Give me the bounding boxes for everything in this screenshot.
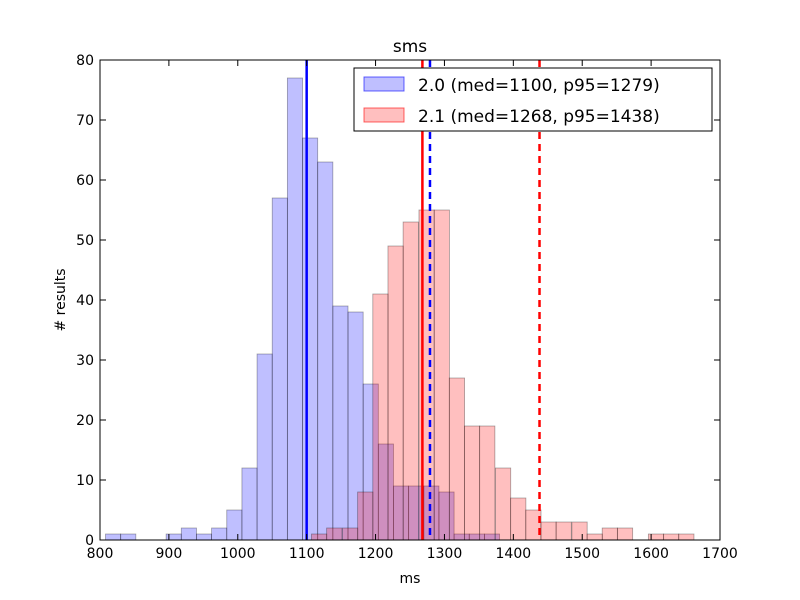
bar-series-2-bin-23 <box>663 533 680 541</box>
bar-series-2-bin-5 <box>387 245 404 541</box>
bar-series-2-bin-0 <box>311 533 328 541</box>
x-tick-label: 900 <box>156 546 183 562</box>
x-tick-label: 1700 <box>702 546 738 562</box>
x-tick-label: 1500 <box>564 546 600 562</box>
bar-series-2-bin-11 <box>479 425 496 541</box>
legend-swatch-series-2 <box>363 107 405 123</box>
bar-series-2-bin-18 <box>586 533 603 541</box>
legend: 2.0 (med=1100, p95=1279) 2.1 (med=1268, … <box>353 67 713 132</box>
x-tick-label: 1600 <box>633 546 669 562</box>
bar-series-2-bin-20 <box>616 527 634 541</box>
bar-series-2-bin-16 <box>555 521 572 541</box>
bar-series-1-bin-0 <box>105 533 122 541</box>
reference-lines-layer <box>305 60 541 540</box>
y-tick-label: 20 <box>76 413 94 429</box>
x-tick-label: 1200 <box>358 546 394 562</box>
legend-frame <box>353 67 713 132</box>
bar-series-2-bin-10 <box>464 425 481 541</box>
bar-series-1-bin-1 <box>120 533 137 541</box>
y-tick-label: 30 <box>76 353 94 369</box>
bar-series-1-bin-12 <box>317 161 334 541</box>
bar-series-2-bin-19 <box>601 527 618 541</box>
bar-series-2-bin-9 <box>448 377 465 541</box>
y-tick-label: 50 <box>76 233 94 249</box>
y-tick-label: 0 <box>85 533 94 549</box>
x-tick-label: 1100 <box>289 546 325 562</box>
bar-series-2-bin-15 <box>540 521 557 541</box>
x-tick-label: 800 <box>87 546 114 562</box>
chart-title: sms <box>393 37 427 57</box>
y-tick-label: 40 <box>76 293 94 309</box>
y-tick-label: 70 <box>76 113 94 129</box>
bar-series-1-bin-8 <box>256 353 273 541</box>
legend-swatch-series-1 <box>363 76 405 92</box>
bar-series-2-bin-12 <box>495 467 512 541</box>
bar-series-1-bin-3 <box>180 527 197 541</box>
bar-series-1-bin-13 <box>332 305 349 541</box>
bar-series-2-bin-17 <box>571 521 588 541</box>
x-tick-label: 1000 <box>220 546 256 562</box>
bar-series-2-bin-14 <box>525 509 542 541</box>
x-tick-label: 1300 <box>427 546 463 562</box>
bar-series-1-bin-4 <box>196 533 212 541</box>
y-axis-label: # results <box>53 268 69 331</box>
ticks-layer: 800 900 1000 1100 1200 1300 1400 1500 1600 1700 0 1… <box>76 53 738 562</box>
x-axis-label: ms <box>400 571 421 587</box>
legend-label-series-2: 2.1 (med=1268, p95=1438) <box>418 107 660 127</box>
bar-series-2-bin-2 <box>342 527 359 541</box>
bar-series-2-bin-6 <box>402 221 419 541</box>
bar-series-2-bin-13 <box>510 497 527 541</box>
bar-series-1-bin-9 <box>271 197 288 541</box>
bars-layer <box>105 77 695 541</box>
y-tick-label: 60 <box>76 173 94 189</box>
bar-series-1-bin-10 <box>286 77 303 541</box>
y-tick-label: 80 <box>76 53 94 69</box>
bar-series-2-bin-3 <box>357 491 374 541</box>
bar-series-1-bin-11 <box>302 137 319 541</box>
bar-series-1-bin-7 <box>241 467 258 541</box>
bar-series-2-bin-24 <box>678 533 695 541</box>
legend-label-series-1: 2.0 (med=1100, p95=1279) <box>418 76 660 96</box>
bar-series-2-bin-1 <box>326 527 343 541</box>
bar-series-2-bin-4 <box>372 293 389 541</box>
bar-series-1-bin-5 <box>211 527 228 541</box>
bar-series-2-bin-8 <box>433 209 450 541</box>
x-tick-label: 1400 <box>496 546 532 562</box>
y-tick-label: 10 <box>76 473 94 489</box>
bar-series-1-bin-6 <box>226 509 243 541</box>
